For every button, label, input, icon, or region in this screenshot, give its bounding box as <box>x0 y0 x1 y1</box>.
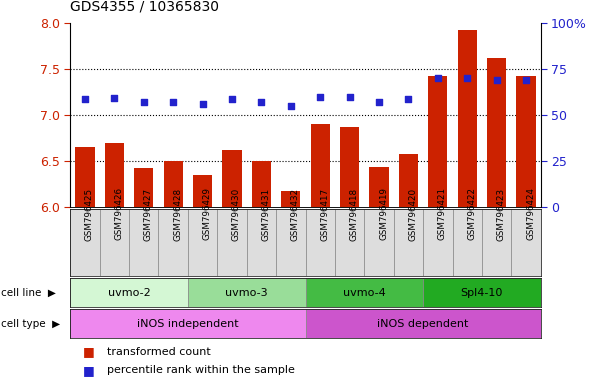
Bar <box>134 168 153 207</box>
Point <box>403 96 413 102</box>
Bar <box>423 278 541 307</box>
Bar <box>370 167 389 207</box>
Text: GSM796424: GSM796424 <box>526 187 535 240</box>
Text: ■: ■ <box>82 364 94 377</box>
Text: GSM796417: GSM796417 <box>320 187 329 240</box>
Bar <box>335 209 364 276</box>
Text: GSM796421: GSM796421 <box>438 187 447 240</box>
Text: GSM796419: GSM796419 <box>379 187 388 240</box>
Text: uvmo-3: uvmo-3 <box>225 288 268 298</box>
Point <box>227 96 237 102</box>
Bar <box>70 309 306 338</box>
Point <box>374 99 384 105</box>
Bar <box>511 209 541 276</box>
Text: transformed count: transformed count <box>107 347 211 357</box>
Bar <box>487 58 506 207</box>
Point <box>315 94 325 100</box>
Bar <box>188 209 218 276</box>
Point <box>521 77 531 83</box>
Bar <box>281 191 301 207</box>
Bar <box>453 209 482 276</box>
Text: GSM796418: GSM796418 <box>349 187 359 240</box>
Bar <box>482 209 511 276</box>
Bar <box>399 154 418 207</box>
Bar <box>75 147 95 207</box>
Bar <box>393 209 423 276</box>
Text: Spl4-10: Spl4-10 <box>461 288 503 298</box>
Bar <box>306 209 335 276</box>
Text: GSM796428: GSM796428 <box>173 187 182 240</box>
Text: uvmo-4: uvmo-4 <box>343 288 386 298</box>
Bar <box>247 209 276 276</box>
Text: cell type  ▶: cell type ▶ <box>1 318 60 329</box>
Bar <box>276 209 306 276</box>
Point <box>80 96 90 102</box>
Bar <box>340 127 359 207</box>
Bar <box>70 209 100 276</box>
Bar <box>193 175 212 207</box>
Bar <box>129 209 158 276</box>
Text: ■: ■ <box>82 346 94 358</box>
Text: cell line  ▶: cell line ▶ <box>1 288 56 298</box>
Point <box>463 75 472 81</box>
Text: percentile rank within the sample: percentile rank within the sample <box>107 365 295 375</box>
Bar <box>218 209 247 276</box>
Point <box>139 99 148 105</box>
Bar <box>70 278 188 307</box>
Text: GSM796425: GSM796425 <box>85 187 94 240</box>
Text: GSM796430: GSM796430 <box>232 187 241 241</box>
Bar <box>164 161 183 207</box>
Text: GSM796420: GSM796420 <box>408 187 417 240</box>
Bar <box>105 143 124 207</box>
Text: iNOS independent: iNOS independent <box>137 318 239 329</box>
Bar <box>458 30 477 207</box>
Text: GSM796427: GSM796427 <box>144 187 153 240</box>
Bar <box>158 209 188 276</box>
Text: GSM796429: GSM796429 <box>203 187 211 240</box>
Bar <box>306 309 541 338</box>
Text: GSM796432: GSM796432 <box>291 187 300 240</box>
Text: GSM796422: GSM796422 <box>467 187 476 240</box>
Bar <box>222 150 241 207</box>
Text: uvmo-2: uvmo-2 <box>108 288 150 298</box>
Text: GSM796423: GSM796423 <box>497 187 506 240</box>
Bar <box>364 209 393 276</box>
Point <box>198 101 208 107</box>
Bar <box>188 278 306 307</box>
Text: GSM796426: GSM796426 <box>114 187 123 240</box>
Point <box>109 94 119 101</box>
Point <box>168 99 178 105</box>
Point <box>492 77 502 83</box>
Point <box>286 103 296 109</box>
Text: iNOS dependent: iNOS dependent <box>378 318 469 329</box>
Bar <box>423 209 453 276</box>
Bar <box>252 161 271 207</box>
Bar <box>306 278 423 307</box>
Bar <box>428 76 447 207</box>
Bar <box>516 76 536 207</box>
Point <box>345 94 354 100</box>
Bar <box>310 124 330 207</box>
Point <box>257 99 266 105</box>
Bar <box>100 209 129 276</box>
Text: GDS4355 / 10365830: GDS4355 / 10365830 <box>70 0 219 13</box>
Text: GSM796431: GSM796431 <box>262 187 271 240</box>
Point <box>433 75 443 81</box>
